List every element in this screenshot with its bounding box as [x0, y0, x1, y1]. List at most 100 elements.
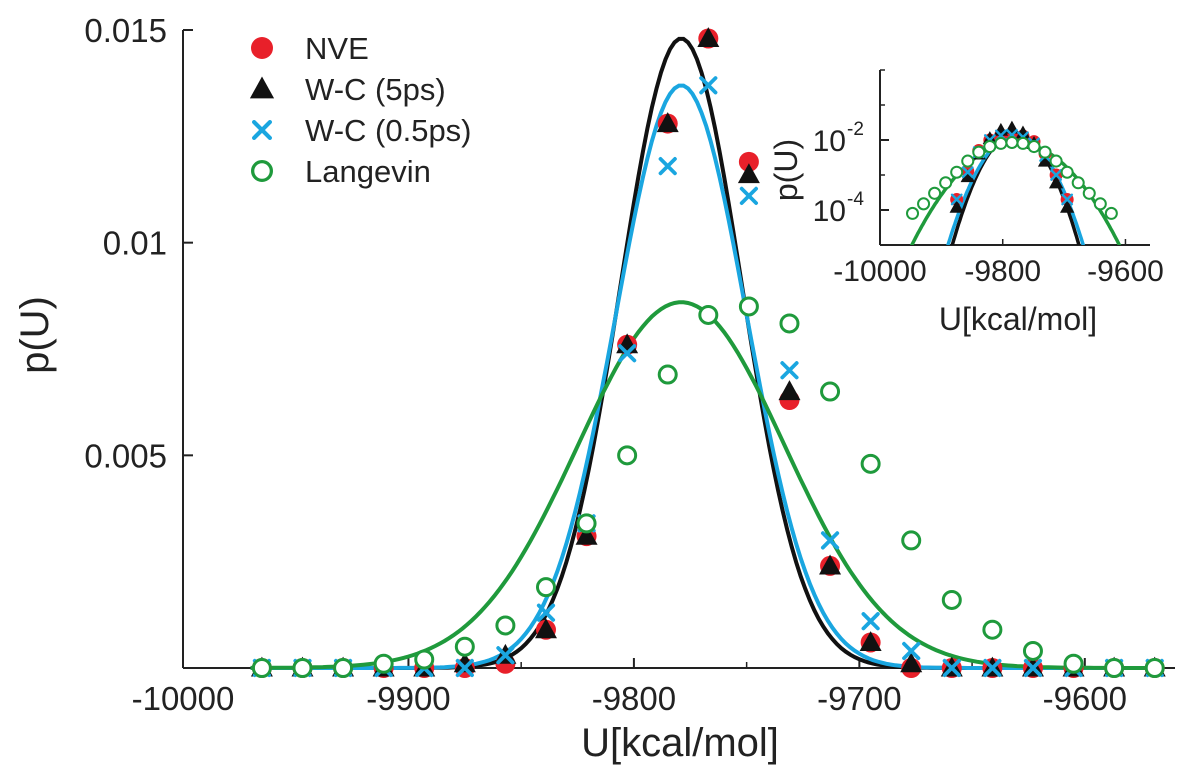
inset-data-markers — [905, 120, 1118, 220]
legend-marker-w-c-5ps — [249, 76, 275, 99]
legend-label-langevin: Langevin — [305, 154, 431, 189]
data-point — [1104, 658, 1125, 678]
data-point — [534, 618, 557, 639]
data-point — [860, 453, 881, 474]
inset-y-tick-exponent: -4 — [847, 189, 864, 210]
inset-data-point — [905, 206, 920, 220]
inset-data-point — [960, 169, 975, 183]
inset-data-point — [939, 176, 953, 190]
data-point — [656, 112, 679, 133]
inset-data-point — [1016, 136, 1030, 150]
inset-data-point — [1093, 197, 1107, 211]
data-point — [576, 513, 597, 534]
data-point — [942, 658, 961, 678]
data-point — [778, 380, 801, 401]
x-tick-label: -9700 — [817, 680, 901, 717]
inset-data-point — [1038, 145, 1052, 159]
data-point — [859, 631, 882, 652]
inset-data-point — [1027, 140, 1041, 154]
inset-y-tick-exponent: -2 — [847, 119, 864, 140]
data-point — [618, 344, 637, 363]
inset-x-tick-label: -9600 — [1087, 255, 1164, 288]
fit-curve — [250, 83, 1162, 670]
data-point — [780, 361, 799, 380]
inset-data-point — [1060, 199, 1075, 213]
data-point — [738, 296, 759, 317]
inset-data-point — [949, 199, 964, 213]
data-point — [617, 445, 638, 466]
data-point — [901, 530, 922, 551]
data-point — [535, 577, 556, 598]
data-point — [779, 313, 800, 334]
data-point — [739, 186, 758, 205]
inset-data-point — [1061, 193, 1074, 206]
data-point — [373, 653, 394, 674]
inset-data-point — [1049, 154, 1063, 168]
inset-data-point — [972, 145, 986, 159]
data-point — [292, 658, 313, 678]
x-axis-label: U[kcal/mol] — [581, 721, 779, 765]
inset-data-point — [1060, 165, 1074, 179]
x-tick-label: -9800 — [592, 680, 676, 717]
inset-data-point — [1037, 153, 1053, 167]
inset-y-tick-label: 10 — [813, 125, 846, 158]
main-plot: -10000 -9900 -9800 -9700 -9600 0.005 0.01 0.015… — [13, 12, 1175, 765]
data-point — [738, 151, 759, 172]
legend-marker-nve — [251, 37, 273, 59]
inset-data-point — [1082, 186, 1096, 200]
data-point — [983, 658, 1002, 678]
inset-x-tick-label: -10000 — [833, 255, 926, 288]
data-point — [1144, 658, 1165, 678]
data-point — [820, 531, 840, 550]
series-langevin — [251, 296, 1165, 678]
legend: NVE W-C (5ps) W-C (0.5ps) Langevin — [249, 31, 472, 189]
data-point — [698, 304, 719, 325]
data-point — [900, 652, 923, 673]
y-tick-label: 0.015 — [84, 12, 167, 49]
data-point — [982, 619, 1003, 640]
x-tick-label: -10000 — [132, 680, 235, 717]
inset-data-point — [1048, 175, 1064, 189]
inset-data-point — [950, 193, 963, 206]
data-point — [575, 524, 598, 545]
data-point — [820, 381, 841, 402]
data-point — [737, 163, 760, 184]
inset-y-axis-label: p(U) — [768, 139, 804, 201]
data-point — [333, 658, 354, 678]
data-point — [251, 658, 272, 678]
inset-data-point — [961, 154, 975, 168]
y-tick-label: 0.01 — [103, 225, 167, 262]
inset-data-point — [983, 140, 997, 154]
data-point — [658, 157, 677, 176]
x-tick-label: -9900 — [366, 680, 450, 717]
inset-data-point — [982, 131, 997, 145]
data-point — [861, 612, 880, 631]
data-point — [941, 589, 962, 610]
data-point — [902, 641, 921, 661]
fit-curve — [250, 300, 1162, 670]
x-tick-label: -9600 — [1043, 680, 1127, 717]
inset-data-point — [928, 186, 942, 200]
inset-series-langevin — [905, 135, 1118, 220]
inset-data-point — [961, 166, 974, 179]
data-point — [1063, 653, 1084, 674]
data-point — [496, 646, 515, 665]
data-point — [657, 364, 678, 385]
inset-data-point — [1104, 206, 1118, 220]
data-point — [495, 615, 516, 636]
data-point — [454, 636, 475, 657]
data-point — [699, 76, 718, 95]
data-point — [536, 603, 556, 622]
y-axis-label: p(U) — [13, 296, 57, 374]
data-point — [455, 658, 474, 678]
data-point — [1022, 640, 1043, 661]
data-point — [453, 652, 476, 673]
data-point — [697, 27, 720, 48]
inset-data-point — [994, 136, 1008, 150]
inset-data-point — [917, 197, 931, 211]
inset-x-axis-label: U[kcal/mol] — [939, 301, 1097, 337]
main-data-markers — [250, 27, 1166, 678]
